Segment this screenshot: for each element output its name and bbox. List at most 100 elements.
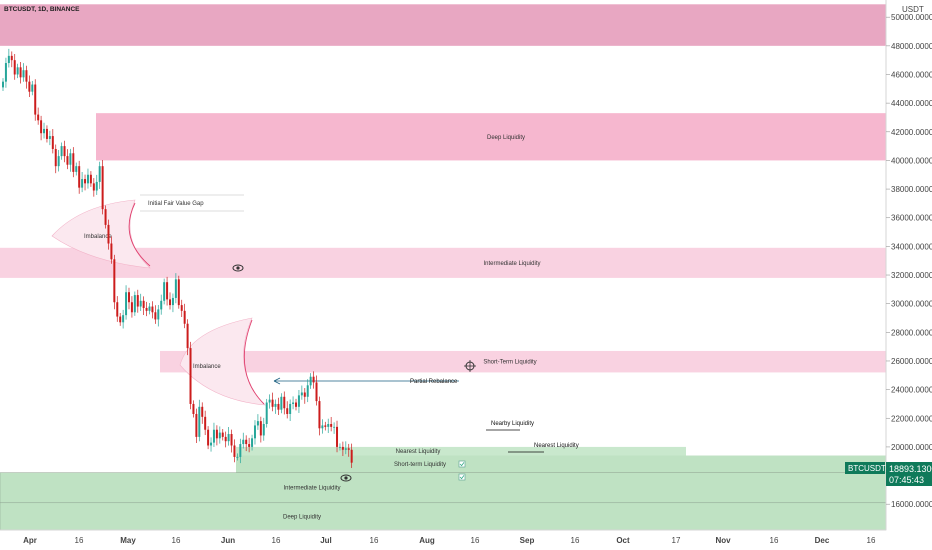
candle-body — [333, 426, 336, 428]
candle-body — [186, 323, 189, 349]
candle-body — [75, 166, 78, 172]
annotations: Initial Fair Value Gap Imbalance Imbalan… — [51, 194, 579, 482]
candle-body — [177, 279, 180, 306]
last-price-value: 18893.1300 — [889, 464, 932, 474]
zone-label: Short-term Liquidity — [394, 462, 446, 468]
candle-body — [251, 438, 254, 447]
x-tick-label: 16 — [770, 536, 779, 545]
candle-body — [236, 456, 239, 458]
candle-body — [248, 444, 251, 447]
y-tick-label: 40000.0000 — [891, 156, 932, 165]
x-tick-label: 17 — [672, 536, 681, 545]
candle-body — [221, 432, 224, 437]
x-tick-label: Jul — [320, 536, 332, 545]
checkbox-checked-icon[interactable] — [458, 473, 466, 481]
candle-body — [7, 55, 10, 64]
x-tick-label: Apr — [23, 536, 37, 545]
x-tick-label: 16 — [75, 536, 84, 545]
candle-body — [72, 153, 75, 172]
liquidity-zone — [0, 472, 887, 504]
candle-body — [81, 179, 84, 188]
x-tick-label: 16 — [867, 536, 876, 545]
candle-body — [198, 406, 201, 437]
candle-body — [336, 426, 339, 447]
candle-body — [89, 174, 92, 184]
candle-body — [300, 392, 303, 396]
time-axis[interactable]: Apr 16 May 16 Jun 16 Jul 16 Aug 16 Sep 16 Oct 17 Nov 16… — [23, 536, 876, 545]
checkbox-checked-icon[interactable] — [458, 460, 466, 468]
candle-body — [57, 156, 60, 167]
candle-body — [303, 392, 306, 397]
candle-body — [154, 312, 157, 320]
y-tick-label: 32000.0000 — [891, 271, 932, 280]
candle-body — [233, 445, 236, 457]
candle-body — [86, 174, 89, 184]
liquidity-zone — [0, 247, 886, 278]
candle-body — [110, 243, 113, 260]
imbalance-1-label: Imbalance — [84, 234, 112, 240]
nearest-liquidity-label: Nearest Liquidity — [534, 443, 579, 449]
y-tick-label: 16000.0000 — [891, 500, 932, 509]
x-tick-label: 16 — [172, 536, 181, 545]
imbalance-1-arrow — [128, 202, 151, 267]
candle-body — [133, 295, 136, 313]
x-tick-label: 16 — [272, 536, 281, 545]
candle-body — [347, 448, 350, 450]
x-tick-label: May — [120, 536, 136, 545]
y-tick-label: 24000.0000 — [891, 386, 932, 395]
candle-body — [262, 424, 265, 436]
liquidity-zone — [0, 502, 887, 531]
zone-label: Deep Liquidity — [283, 514, 321, 520]
liquidity-zone — [236, 455, 886, 473]
candle-body — [107, 224, 110, 244]
candle-body — [84, 179, 87, 184]
candle-body — [271, 399, 274, 407]
liquidity-zone — [236, 446, 686, 456]
candle-body — [104, 209, 107, 225]
liquidity-zones: Deep Liquidity Intermediate Liquidity Shor… — [0, 4, 887, 531]
x-tick-label: Sep — [520, 536, 535, 545]
candle-body — [224, 436, 227, 442]
candle-body — [54, 148, 57, 167]
imbalance-2-label: Imbalance — [193, 364, 221, 370]
candle-body — [101, 166, 104, 210]
y-tick-label: 20000.0000 — [891, 443, 932, 452]
candle-body — [344, 448, 347, 450]
candle-body — [315, 382, 318, 402]
candle-body — [116, 302, 119, 317]
candle-body — [180, 305, 183, 311]
price-tag — [886, 462, 932, 486]
candle-body — [43, 128, 46, 134]
crosshair-target-icon[interactable] — [464, 360, 476, 372]
candle-body — [166, 282, 169, 300]
candle-body — [280, 396, 283, 410]
candle-body — [22, 70, 25, 78]
y-tick-label: 44000.0000 — [891, 99, 932, 108]
candle-body — [195, 413, 198, 437]
zone-label: Intermediate Liquidity — [283, 486, 340, 492]
chart-title: BTCUSDT, 1D, BINANCE — [4, 6, 80, 13]
x-tick-label: 16 — [471, 536, 480, 545]
candle-body — [51, 136, 54, 149]
eye-icon[interactable] — [340, 474, 352, 482]
candle-body — [212, 429, 215, 443]
candle-body — [312, 376, 315, 383]
candle-body — [10, 55, 13, 61]
price-axis[interactable]: 50000.0000 48000.0000 46000.0000 44000.0000… — [886, 13, 932, 509]
y-tick-label: 34000.0000 — [891, 242, 932, 251]
y-tick-label: 38000.0000 — [891, 185, 932, 194]
candle-body — [4, 63, 7, 82]
candle-body — [16, 67, 19, 75]
x-tick-label: Nov — [715, 536, 731, 545]
bar-countdown: 07:45:43 — [889, 475, 924, 485]
candle-body — [204, 416, 207, 430]
candle-body — [245, 439, 248, 445]
candlestick-series — [2, 48, 353, 468]
zone-label: Nearest Liquidity — [396, 449, 441, 455]
imbalance-2-shape — [179, 317, 266, 406]
eye-icon[interactable] — [232, 264, 244, 272]
candle-body — [113, 259, 116, 303]
candle-body — [130, 302, 133, 313]
liquidity-zone — [160, 350, 886, 373]
